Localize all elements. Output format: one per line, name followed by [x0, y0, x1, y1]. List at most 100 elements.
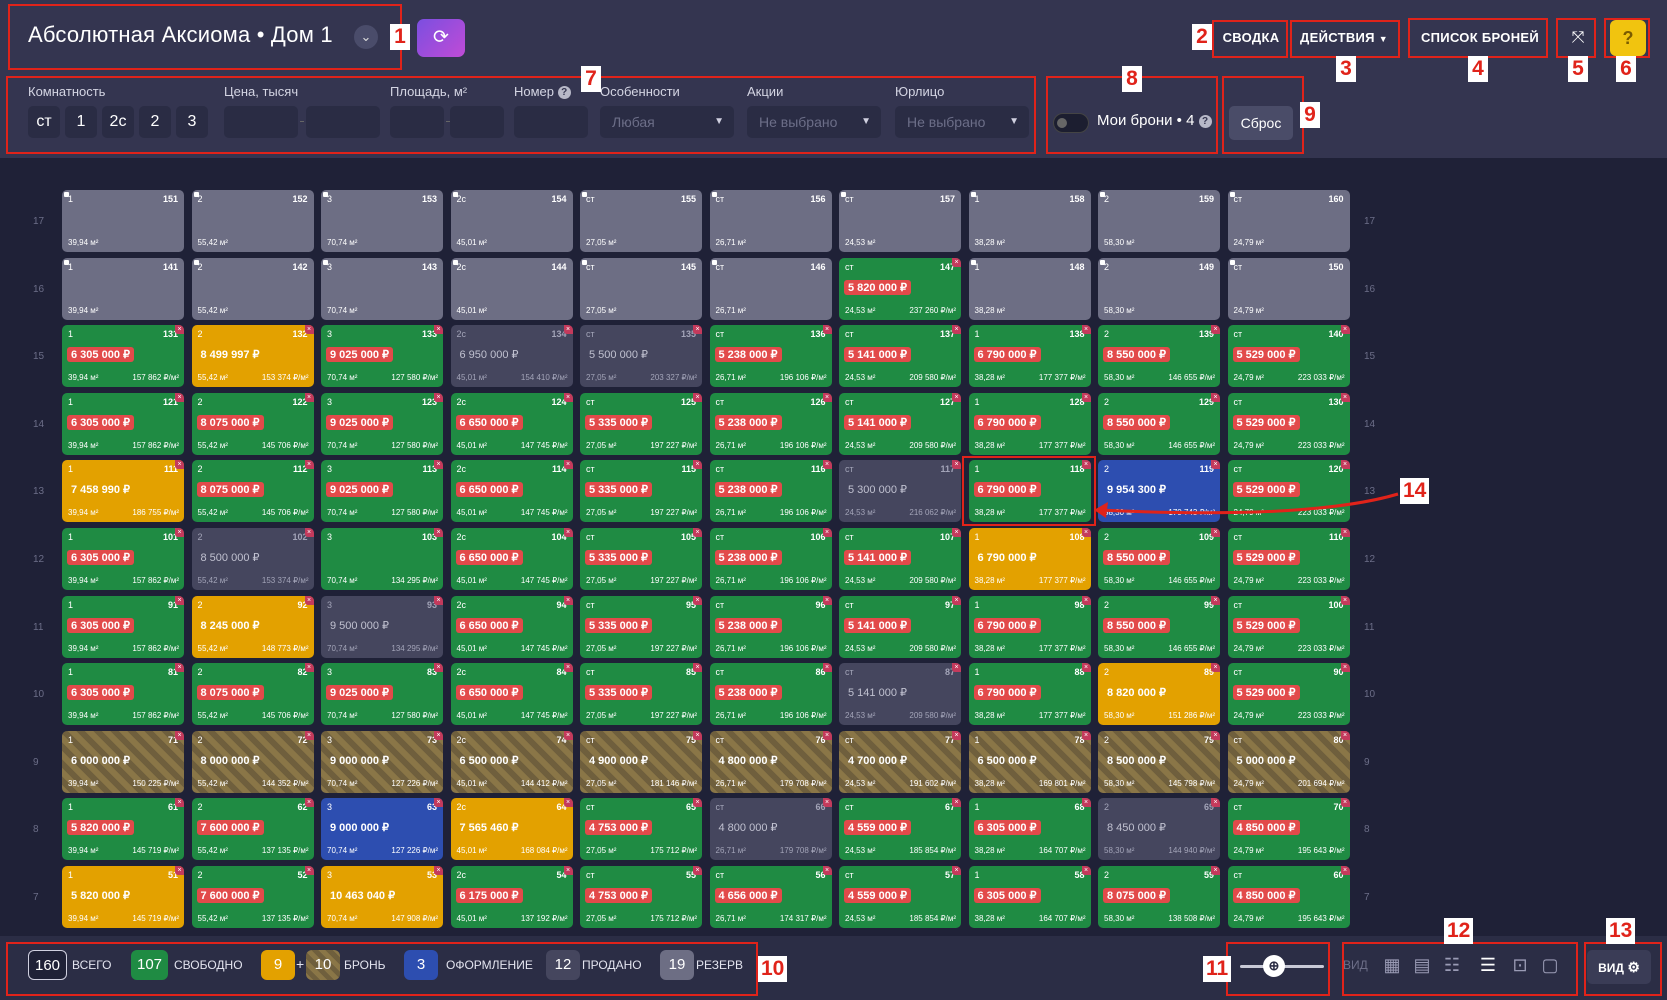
close-icon[interactable]: ×: [175, 866, 184, 875]
close-icon[interactable]: ×: [693, 730, 702, 740]
close-icon[interactable]: ×: [563, 392, 573, 402]
apartment-cell[interactable]: 2 122 8 075 000 ₽ 55,42 м² 145 706 ₽/м² ×: [191, 392, 314, 455]
close-icon[interactable]: ×: [822, 866, 832, 875]
close-icon[interactable]: ×: [952, 663, 961, 673]
apartment-cell[interactable]: ст 155 27,05 м²: [580, 190, 702, 252]
close-icon[interactable]: ×: [1211, 866, 1220, 875]
close-icon[interactable]: ×: [1211, 392, 1220, 402]
question-icon[interactable]: ?: [557, 86, 571, 99]
select-marker-icon[interactable]: [64, 192, 69, 197]
close-icon[interactable]: ×: [1340, 325, 1350, 335]
apartment-cell[interactable]: ст 80 5 000 000 ₽ 24,79 м² 201 694 ₽/м² ×: [1227, 730, 1350, 793]
apartment-cell[interactable]: 1 128 6 790 000 ₽ 38,28 м² 177 377 ₽/м² ×: [968, 392, 1091, 455]
close-icon[interactable]: ×: [1340, 392, 1350, 402]
apartment-cell[interactable]: 1 108 6 790 000 ₽ 38,28 м² 177 377 ₽/м² ×: [968, 528, 1091, 590]
apartment-cell[interactable]: 3 73 9 000 000 ₽ 70,74 м² 127 226 ₽/м² ×: [321, 730, 443, 793]
apartment-cell[interactable]: ст 65 4 753 000 ₽ 27,05 м² 175 712 ₽/м² ×: [580, 798, 702, 861]
apartment-cell[interactable]: ст 56 4 656 000 ₽ 26,71 м² 174 317 ₽/м² ×: [709, 866, 832, 928]
apartment-cell[interactable]: 1 111 7 458 990 ₽39,94 м² 186 755 ₽/м² ×: [62, 460, 184, 523]
apartment-cell[interactable]: 1 61 5 820 000 ₽ 39,94 м² 145 719 ₽/м² ×: [62, 798, 184, 861]
apartment-cell[interactable]: ст 105 5 335 000 ₽ 27,05 м² 197 227 ₽/м² ×: [580, 528, 702, 590]
room-filter-1[interactable]: 1: [65, 106, 97, 138]
close-icon[interactable]: ×: [952, 595, 961, 605]
apartment-cell[interactable]: ст 70 4 850 000 ₽ 24,79 м² 195 643 ₽/м² ×: [1227, 798, 1350, 861]
close-icon[interactable]: ×: [822, 460, 832, 470]
booking-count-badge[interactable]: 9: [261, 950, 295, 980]
close-icon[interactable]: ×: [1211, 460, 1220, 470]
apartment-cell[interactable]: 1 148 38,28 м²: [968, 257, 1091, 320]
apartment-cell[interactable]: 2 102 8 500 000 ₽ 55,42 м² 153 374 ₽/м² ×: [191, 528, 314, 590]
apartment-cell[interactable]: 1 71 6 000 000 ₽ 39,94 м² 150 225 ₽/м² ×: [62, 730, 184, 793]
select-marker-icon[interactable]: [1229, 259, 1235, 265]
close-icon[interactable]: ×: [175, 392, 184, 402]
select-marker-icon[interactable]: [1100, 259, 1105, 265]
select-marker-icon[interactable]: [582, 259, 587, 265]
close-icon[interactable]: ×: [1340, 730, 1350, 740]
close-icon[interactable]: ×: [1081, 528, 1091, 537]
close-icon[interactable]: ×: [952, 392, 961, 402]
apartment-cell[interactable]: 3 113 9 025 000 ₽ 70,74 м² 127 580 ₽/м² ×: [321, 460, 443, 523]
select-marker-icon[interactable]: [582, 192, 587, 197]
close-icon[interactable]: ×: [434, 866, 443, 875]
select-marker-icon[interactable]: [711, 259, 717, 265]
apartment-cell[interactable]: ст 145 27,05 м²: [580, 257, 702, 320]
apartment-cell[interactable]: ст 126 5 238 000 ₽ 26,71 м² 196 106 ₽/м² ×: [709, 392, 832, 455]
apartment-cell[interactable]: 2 159 58,30 м²: [1098, 190, 1220, 252]
apartment-cell[interactable]: 3 53 10 463 040 ₽ 70,74 м² 147 908 ₽/м² ×: [321, 866, 443, 928]
apartment-cell[interactable]: ст 86 5 238 000 ₽ 26,71 м² 196 106 ₽/м² ×: [709, 663, 832, 726]
close-icon[interactable]: ×: [693, 663, 702, 673]
close-icon[interactable]: ×: [1081, 392, 1091, 402]
close-icon[interactable]: ×: [434, 392, 443, 402]
close-icon[interactable]: ×: [1340, 663, 1350, 673]
apartment-cell[interactable]: 2с 124 6 650 000 ₽ 45,01 м² 147 745 ₽/м² ×: [450, 392, 573, 455]
apartment-cell[interactable]: 2с 154 45,01 м²: [450, 190, 573, 252]
apartment-cell[interactable]: ст 66 4 800 000 ₽ 26,71 м² 179 708 ₽/м² ×: [709, 798, 832, 861]
close-icon[interactable]: ×: [952, 325, 961, 335]
apartment-cell[interactable]: ст 90 5 529 000 ₽ 24,79 м² 223 033 ₽/м² ×: [1227, 663, 1350, 726]
close-icon[interactable]: ×: [1081, 325, 1091, 335]
project-dropdown-button[interactable]: ⌄: [354, 25, 378, 49]
close-icon[interactable]: ×: [175, 798, 184, 808]
apartment-cell[interactable]: 2 59 8 075 000 ₽ 58,30 м² 138 508 ₽/м² ×: [1098, 866, 1220, 928]
apartment-cell[interactable]: ст 137 5 141 000 ₽ 24,53 м² 209 580 ₽/м² ×: [839, 325, 961, 388]
apartment-cell[interactable]: ст 77 4 700 000 ₽ 24,53 м² 191 602 ₽/м² ×: [839, 730, 961, 793]
help-icon[interactable]: ?: [1610, 20, 1646, 56]
close-icon[interactable]: ×: [822, 392, 832, 402]
grid-wide-icon[interactable]: ☷: [1443, 955, 1461, 975]
apartment-cell[interactable]: 2с 94 6 650 000 ₽ 45,01 м² 147 745 ₽/м² ×: [450, 595, 573, 658]
close-icon[interactable]: ×: [1211, 730, 1220, 740]
close-icon[interactable]: ×: [822, 325, 832, 335]
apartment-cell[interactable]: 3 133 9 025 000 ₽ 70,74 м² 127 580 ₽/м² ×: [321, 325, 443, 388]
price-from-input[interactable]: [224, 106, 298, 138]
apartment-cell[interactable]: ст 67 4 559 000 ₽ 24,53 м² 185 854 ₽/м² ×: [839, 798, 961, 861]
close-icon[interactable]: ×: [434, 528, 443, 537]
close-icon[interactable]: ×: [434, 663, 443, 673]
close-icon[interactable]: ×: [1340, 595, 1350, 605]
free-count-badge[interactable]: 107: [131, 950, 169, 980]
close-icon[interactable]: ×: [175, 528, 184, 537]
room-filter-3[interactable]: 3: [176, 106, 208, 138]
close-icon[interactable]: ×: [693, 798, 702, 808]
question-icon[interactable]: ?: [1198, 115, 1212, 128]
close-icon[interactable]: ×: [822, 663, 832, 673]
close-icon[interactable]: ×: [304, 663, 314, 673]
actions-button[interactable]: ДЕЙСТВИЯ ▼: [1294, 20, 1394, 56]
apartment-cell[interactable]: ст 127 5 141 000 ₽ 24,53 м² 209 580 ₽/м² ×: [839, 392, 961, 455]
apartment-cell[interactable]: 1 121 6 305 000 ₽ 39,94 м² 157 862 ₽/м² ×: [62, 392, 184, 455]
select-marker-icon[interactable]: [1229, 192, 1235, 197]
close-icon[interactable]: ×: [693, 460, 702, 470]
select-marker-icon[interactable]: [970, 259, 976, 265]
bookings-list-button[interactable]: СПИСОК БРОНЕЙ: [1420, 30, 1540, 45]
my-bookings-toggle[interactable]: [1053, 113, 1089, 133]
apartment-cell[interactable]: 2 152 55,42 м²: [191, 190, 314, 252]
close-icon[interactable]: ×: [693, 866, 702, 875]
summary-button[interactable]: СВОДКА: [1222, 30, 1280, 45]
close-icon[interactable]: ×: [1211, 798, 1220, 808]
close-icon[interactable]: ×: [563, 460, 573, 470]
room-filter-2[interactable]: 2: [139, 106, 171, 138]
apartment-cell[interactable]: 2 79 8 500 000 ₽ 58,30 м² 145 798 ₽/м² ×: [1098, 730, 1220, 793]
apartment-cell[interactable]: ст 115 5 335 000 ₽ 27,05 м² 197 227 ₽/м² ×: [580, 460, 702, 523]
close-icon[interactable]: ×: [434, 595, 443, 605]
close-icon[interactable]: ×: [693, 595, 702, 605]
reserve-count-badge[interactable]: 19: [660, 950, 694, 980]
